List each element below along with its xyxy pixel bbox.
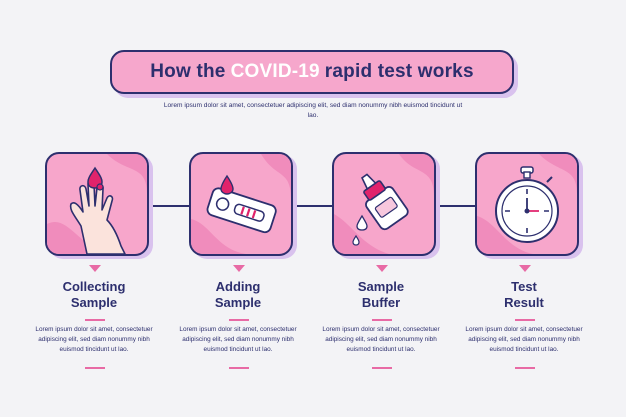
step-icon-box — [189, 152, 293, 256]
divider — [515, 367, 535, 369]
connector-line — [146, 205, 189, 207]
step-description: Lorem ipsum dolor sit amet, consectetuer… — [179, 326, 297, 353]
step-description: Lorem ipsum dolor sit amet, consectetuer… — [322, 326, 440, 353]
step-title: Collecting Sample — [24, 279, 164, 311]
stopwatch-icon — [477, 154, 577, 254]
step-title-line1: Collecting — [62, 279, 126, 294]
hand-blood-drop-icon — [47, 154, 147, 254]
step-title: Adding Sample — [168, 279, 308, 311]
divider — [515, 319, 535, 321]
step-title-line2: Result — [504, 295, 544, 310]
connector-line — [433, 205, 475, 207]
step-description: Lorem ipsum dolor sit amet, consectetuer… — [465, 326, 583, 353]
divider — [372, 319, 392, 321]
title-suffix: rapid test works — [324, 61, 474, 82]
title-highlight: COVID-19 — [230, 61, 320, 82]
title-prefix: How the — [150, 61, 226, 82]
step-title: Sample Buffer — [311, 279, 451, 311]
step-icon-box — [475, 152, 579, 256]
divider — [85, 319, 105, 321]
pointer-triangle — [233, 265, 245, 272]
page-title: How the COVID-19 rapid test works — [110, 50, 514, 94]
step-icon-box — [45, 152, 149, 256]
pointer-triangle — [519, 265, 531, 272]
pointer-triangle — [89, 265, 101, 272]
divider — [229, 367, 249, 369]
divider — [85, 367, 105, 369]
test-cassette-icon — [191, 154, 291, 254]
step-title-line1: Test — [511, 279, 537, 294]
divider — [229, 319, 249, 321]
step-title-line1: Sample — [357, 279, 405, 294]
step-title-line1: Adding — [215, 279, 261, 294]
step-title-line2: Buffer — [361, 295, 401, 310]
connector-line — [290, 205, 332, 207]
step-description: Lorem ipsum dolor sit amet, consectetuer… — [35, 326, 153, 353]
step-title-line2: Sample — [70, 295, 118, 310]
step-title: Test Result — [454, 279, 594, 311]
dropper-bottle-icon — [334, 154, 434, 254]
divider — [372, 367, 392, 369]
step-icon-box — [332, 152, 436, 256]
subtitle: Lorem ipsum dolor sit amet, consectetuer… — [163, 102, 463, 119]
step-title-line2: Sample — [214, 295, 262, 310]
pointer-triangle — [376, 265, 388, 272]
